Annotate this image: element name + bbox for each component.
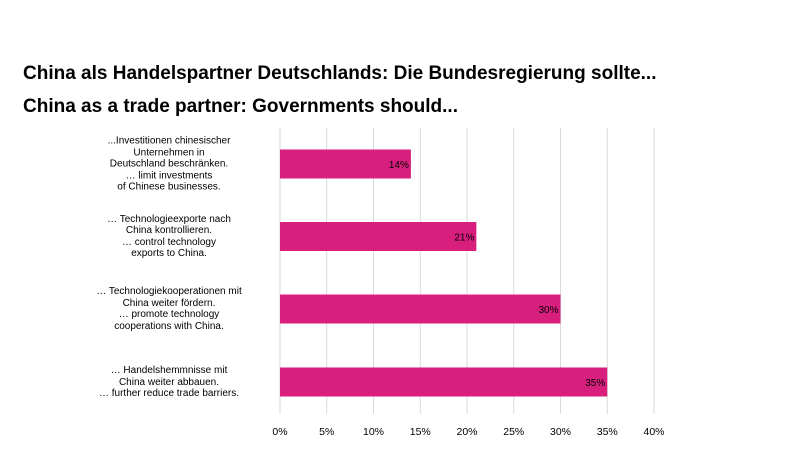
bar <box>280 149 411 179</box>
x-tick-label: 5% <box>319 426 334 438</box>
bar-value-label: 21% <box>454 233 474 244</box>
category-label: ...Investitionen chinesischer Unternehmen… <box>74 135 264 193</box>
category-label-line: China weiter fördern. <box>122 297 216 309</box>
x-tick-label: 15% <box>410 426 431 438</box>
chart-title-english: China as a trade partner: Governments sh… <box>23 96 458 117</box>
x-tick-label: 10% <box>363 426 384 438</box>
category-label-line: … promote technology <box>118 309 220 320</box>
x-tick-label: 0% <box>272 426 287 438</box>
category-label-line: ...Investitionen chinesischer <box>107 135 231 147</box>
category-label-line: … limit investments <box>125 169 213 181</box>
category-label-line: exports to China. <box>131 248 207 259</box>
x-tick-label: 30% <box>550 426 571 438</box>
category-label: … Technologieexporte nach China kontrolli… <box>74 214 264 260</box>
x-tick-label: 20% <box>456 426 477 438</box>
bar-value-label: 30% <box>538 305 558 316</box>
category-label-line: China weiter abbauen. <box>118 376 220 388</box>
category-label-line: … further reduce trade barriers. <box>98 387 240 399</box>
bar-value-label: 14% <box>389 160 409 171</box>
x-tick-label: 25% <box>503 426 524 438</box>
category-label-line: … control technology <box>122 236 216 248</box>
category-label-line: China kontrollieren. <box>125 225 213 236</box>
x-tick-label: 40% <box>643 426 664 438</box>
bar <box>280 294 561 324</box>
bar <box>280 367 608 397</box>
category-label-line: Deutschland beschränken. <box>109 158 229 170</box>
bar <box>280 222 477 251</box>
category-label-line: … Technologiekooperationen mit <box>96 286 242 297</box>
x-tick-label: 35% <box>597 426 618 438</box>
category-label: … Handelshemmnisse mit China weiter abbau… <box>74 365 264 400</box>
category-label-line: cooperations with China. <box>114 320 224 332</box>
chart-title-german: China als Handelspartner Deutschlands: D… <box>23 63 657 84</box>
bar-value-label: 35% <box>585 378 605 389</box>
category-label-line: … Technologieexporte nach <box>107 213 231 225</box>
category-label-line: … Handelshemmnisse mit <box>110 364 228 376</box>
category-label-line: of Chinese businesses. <box>117 181 221 193</box>
category-label: … Technologiekooperationen mit China weit… <box>74 286 264 332</box>
category-label-line: Unternehmen in <box>133 146 205 158</box>
